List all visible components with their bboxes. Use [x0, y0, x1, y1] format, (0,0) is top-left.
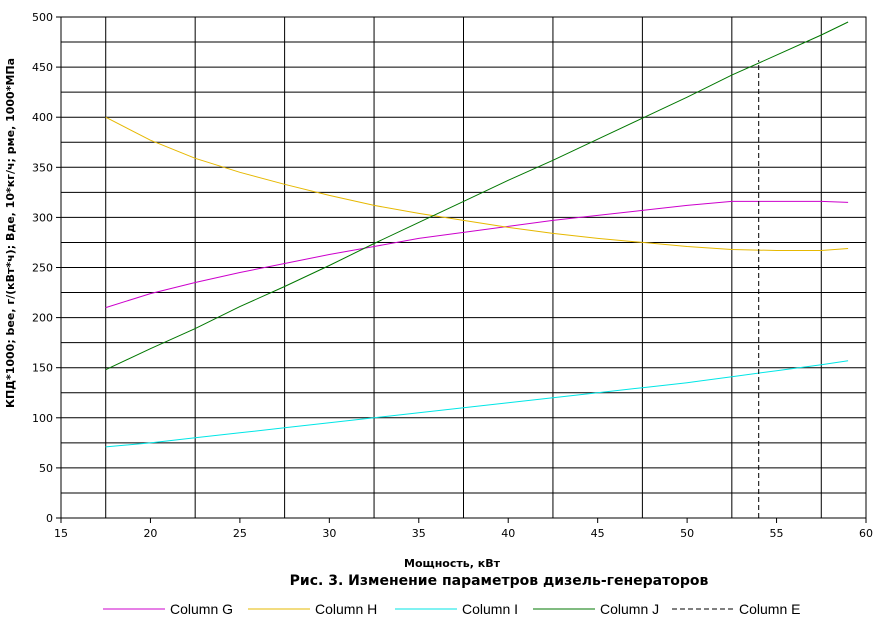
legend-label-1: Column G [170, 601, 233, 617]
y-tick-label: 450 [32, 61, 53, 74]
x-tick-label: 45 [591, 527, 605, 540]
x-tick-label: 20 [143, 527, 157, 540]
series-line-3 [105, 360, 849, 448]
y-tick-label: 500 [32, 11, 53, 24]
chart-grid [56, 16, 867, 523]
series-line-1 [105, 200, 849, 309]
x-tick-label: 55 [770, 527, 784, 540]
legend-label-5: Column E [739, 601, 800, 617]
x-tick-label: 60 [859, 527, 873, 540]
y-axis-title: КПД*1000; bee, г/(кВт*ч); Вде, 10*кг/ч; … [4, 58, 17, 408]
y-tick-label: 50 [39, 462, 53, 475]
y-tick-label: 300 [32, 211, 53, 224]
y-tick-label: 350 [32, 161, 53, 174]
series-line-4 [105, 21, 849, 371]
chart-series [105, 21, 849, 518]
x-axis-title: Мощность, кВт [404, 557, 501, 570]
legend-label-4: Column J [600, 601, 659, 617]
chart-tick-labels: 15 20 25 30 35 40 45 50 55 60 0 50 100 150 200 250 300 35… [32, 11, 873, 540]
x-tick-label: 30 [322, 527, 336, 540]
y-tick-label: 400 [32, 111, 53, 124]
y-tick-label: 100 [32, 412, 53, 425]
legend-label-2: Column H [315, 601, 377, 617]
x-tick-label: 25 [233, 527, 247, 540]
chart-caption: Рис. 3. Изменение параметров дизель-гене… [290, 573, 709, 589]
x-tick-label: 35 [412, 527, 426, 540]
legend-label-3: Column I [462, 601, 518, 617]
y-tick-label: 150 [32, 362, 53, 375]
y-tick-label: 0 [46, 512, 53, 525]
x-tick-label: 40 [501, 527, 515, 540]
series-line-2 [105, 116, 849, 251]
y-tick-label: 250 [32, 262, 53, 275]
chart-legend: Column G Column H Column I Column J Column E [103, 601, 800, 617]
x-tick-label: 50 [680, 527, 694, 540]
y-tick-label: 200 [32, 312, 53, 325]
x-tick-label: 15 [54, 527, 68, 540]
